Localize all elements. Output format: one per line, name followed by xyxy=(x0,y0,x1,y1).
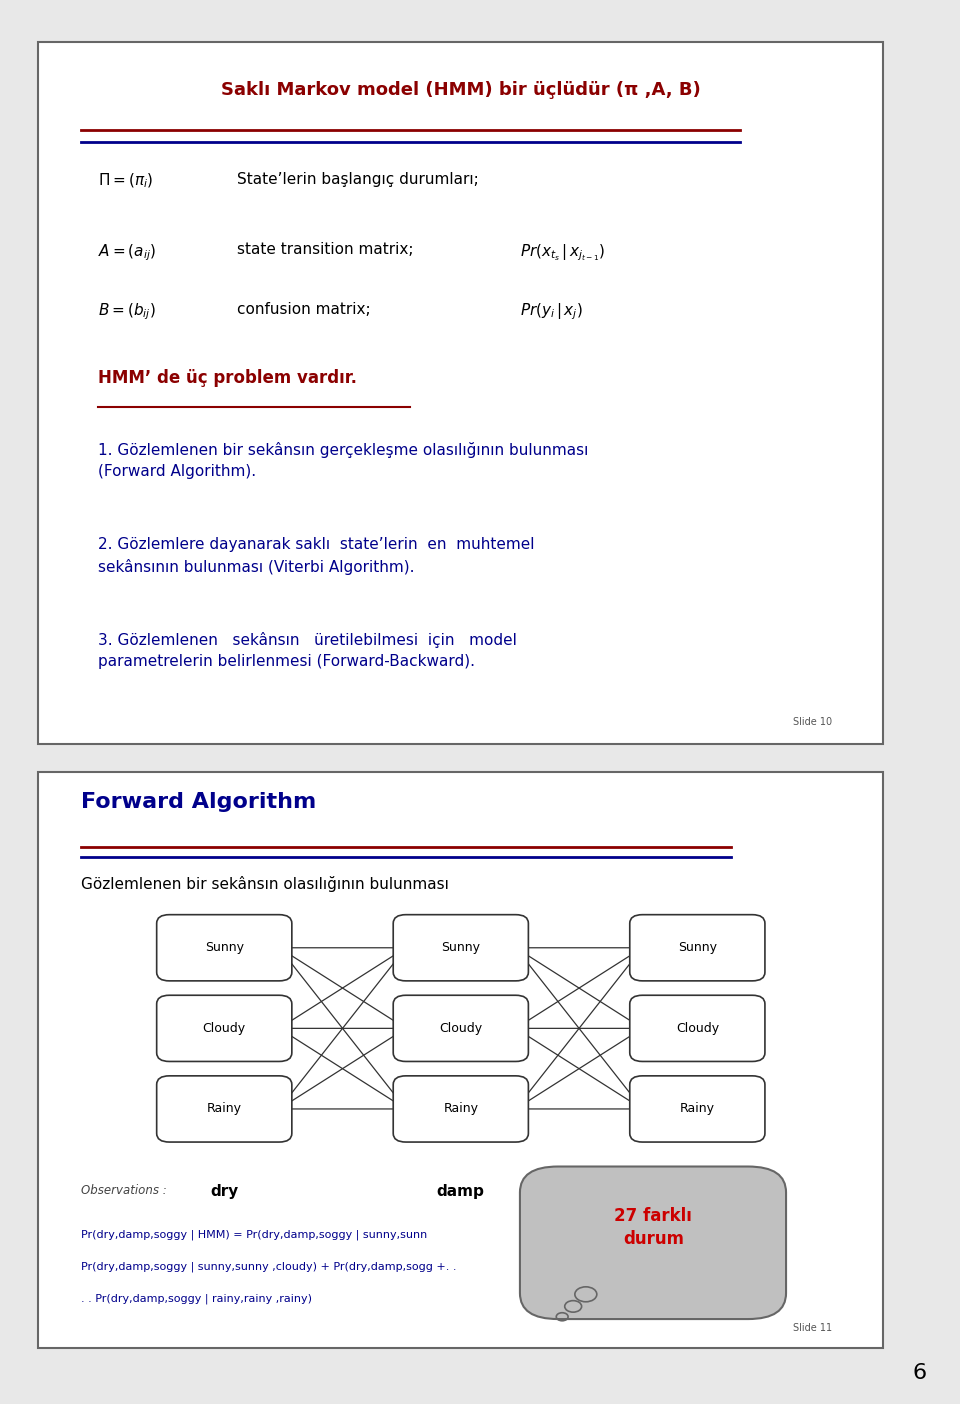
Text: damp: damp xyxy=(437,1184,485,1199)
Text: Cloudy: Cloudy xyxy=(676,1022,719,1035)
Text: Sunny: Sunny xyxy=(442,941,480,955)
Text: . . Pr(dry,damp,soggy | rainy,rainy ,rainy): . . Pr(dry,damp,soggy | rainy,rainy ,rai… xyxy=(81,1293,312,1304)
Text: state transition matrix;: state transition matrix; xyxy=(237,241,414,257)
Text: Cloudy: Cloudy xyxy=(440,1022,482,1035)
Text: Slide 10: Slide 10 xyxy=(793,716,832,727)
Text: Cloudy: Cloudy xyxy=(203,1022,246,1035)
Text: dry: dry xyxy=(210,1184,238,1199)
Text: Slide 11: Slide 11 xyxy=(793,1324,832,1334)
Text: $B = \left( b_{ij} \right)$: $B = \left( b_{ij} \right)$ xyxy=(98,302,156,323)
FancyBboxPatch shape xyxy=(394,995,528,1061)
FancyBboxPatch shape xyxy=(156,995,292,1061)
Text: Rainy: Rainy xyxy=(680,1102,715,1115)
FancyBboxPatch shape xyxy=(630,914,765,981)
Text: Sunny: Sunny xyxy=(678,941,717,955)
FancyBboxPatch shape xyxy=(38,772,883,1348)
FancyBboxPatch shape xyxy=(38,42,883,744)
FancyBboxPatch shape xyxy=(630,1075,765,1141)
Text: $A = \left( a_{ij} \right)$: $A = \left( a_{ij} \right)$ xyxy=(98,241,156,263)
Text: Rainy: Rainy xyxy=(206,1102,242,1115)
FancyBboxPatch shape xyxy=(630,995,765,1061)
Text: 1. Gözlemlenen bir sekânsın gerçekleşme olasılığının bulunması
(Forward Algorith: 1. Gözlemlenen bir sekânsın gerçekleşme … xyxy=(98,442,588,479)
Text: soggy: soggy xyxy=(600,1184,651,1199)
Text: Sunny: Sunny xyxy=(204,941,244,955)
Text: Observations :: Observations : xyxy=(81,1184,174,1196)
Text: Gözlemlenen bir sekânsın olasılığının bulunması: Gözlemlenen bir sekânsın olasılığının bu… xyxy=(81,876,448,892)
Text: 3. Gözlemlenen   sekânsın   üretilebilmesi  için   model
parametrelerin belirlen: 3. Gözlemlenen sekânsın üretilebilmesi i… xyxy=(98,632,516,668)
Text: $Pr\left( x_{t_s} \,|\, x_{j_{t-1}} \right)$: $Pr\left( x_{t_s} \,|\, x_{j_{t-1}} \rig… xyxy=(520,241,606,263)
Text: $\Pi = \left( \pi_i \right)$: $\Pi = \left( \pi_i \right)$ xyxy=(98,173,153,191)
FancyBboxPatch shape xyxy=(156,1075,292,1141)
Text: State’lerin başlangıç durumları;: State’lerin başlangıç durumları; xyxy=(237,173,479,187)
Text: Forward Algorithm: Forward Algorithm xyxy=(81,792,316,813)
Text: $Pr\left( y_i \,|\, x_j \right)$: $Pr\left( y_i \,|\, x_j \right)$ xyxy=(520,302,583,323)
Text: HMM’ de üç problem vardır.: HMM’ de üç problem vardır. xyxy=(98,369,356,386)
Text: confusion matrix;: confusion matrix; xyxy=(237,302,371,317)
FancyBboxPatch shape xyxy=(394,1075,528,1141)
Text: Pr(dry,damp,soggy | sunny,sunny ,cloudy) + Pr(dry,damp,sogg +. .: Pr(dry,damp,soggy | sunny,sunny ,cloudy)… xyxy=(81,1261,456,1272)
FancyBboxPatch shape xyxy=(156,914,292,981)
Text: 2. Gözlemlere dayanarak saklı  state’lerin  en  muhtemel
sekânsının bulunması (V: 2. Gözlemlere dayanarak saklı state’leri… xyxy=(98,538,534,574)
FancyBboxPatch shape xyxy=(394,914,528,981)
Text: 6: 6 xyxy=(912,1363,926,1383)
Text: Rainy: Rainy xyxy=(444,1102,478,1115)
Text: Pr(dry,damp,soggy | HMM) = Pr(dry,damp,soggy | sunny,sunn: Pr(dry,damp,soggy | HMM) = Pr(dry,damp,s… xyxy=(81,1230,427,1240)
Text: 27 farklı
durum: 27 farklı durum xyxy=(614,1207,692,1248)
Text: Saklı Markov model (HMM) bir üçlüdür (π ,A, B): Saklı Markov model (HMM) bir üçlüdür (π … xyxy=(221,80,701,98)
FancyBboxPatch shape xyxy=(520,1167,786,1320)
